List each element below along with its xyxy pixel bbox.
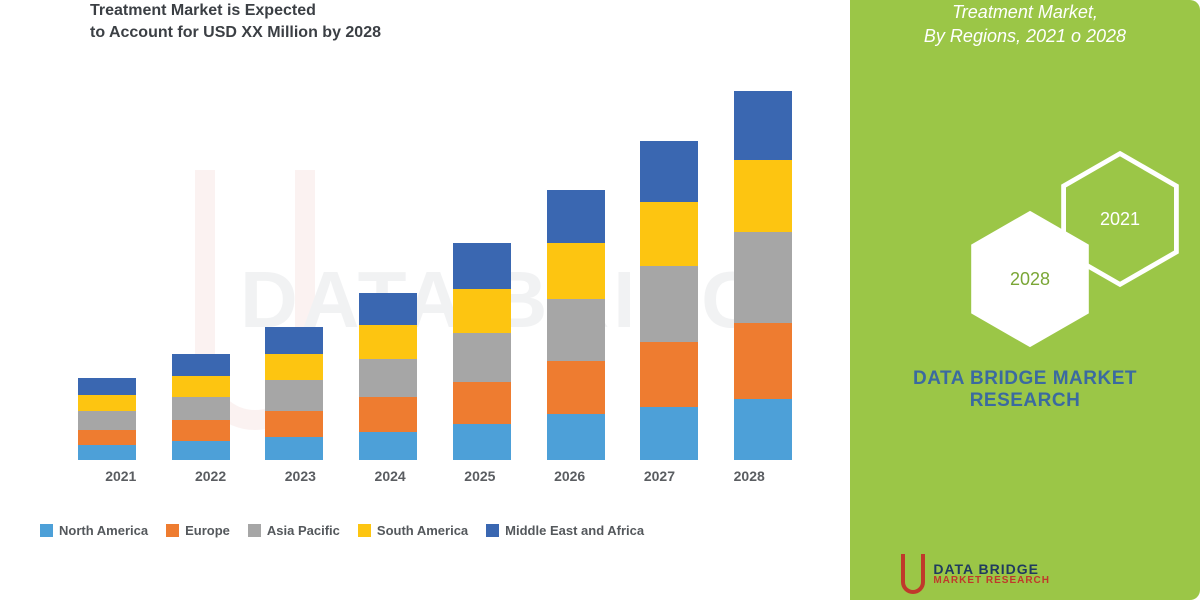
footer-logo: DATA BRIDGE MARKET RESEARCH [901,554,1050,594]
bar-segment [734,399,792,460]
chart-title: Treatment Market is Expected to Account … [90,0,710,43]
legend-label: Middle East and Africa [505,523,644,538]
bar-stack [640,141,698,460]
legend-label: North America [59,523,148,538]
bar-column [453,243,511,460]
legend-swatch-icon [40,524,53,537]
bar-segment [78,378,136,395]
brand-text: DATA BRIDGE MARKET RESEARCH [850,368,1200,412]
legend-label: Asia Pacific [267,523,340,538]
x-tick-label: 2022 [182,468,240,484]
footer-logo-line2: MARKET RESEARCH [933,576,1050,586]
bars-area [60,80,810,460]
bar-segment [734,160,792,232]
footer-logo-line1: DATA BRIDGE [933,562,1050,576]
footer-logo-icon [901,554,925,594]
legend-item: North America [40,523,148,538]
bar-stack [453,243,511,460]
legend-label: South America [377,523,468,538]
bar-segment [640,266,698,342]
x-tick-label: 2026 [541,468,599,484]
bar-segment [172,420,230,441]
legend-swatch-icon [248,524,261,537]
side-panel-title: Treatment Market, By Regions, 2021 o 202… [870,0,1180,49]
bar-segment [640,202,698,267]
bar-segment [734,232,792,323]
legend-swatch-icon [358,524,371,537]
bar-segment [172,354,230,377]
bar-segment [453,289,511,333]
bar-segment [734,91,792,159]
bar-segment [547,243,605,298]
bar-segment [172,397,230,420]
bar-segment [453,424,511,460]
bar-column [78,378,136,460]
bar-segment [734,323,792,399]
legend: North America Europe Asia Pacific South Ame… [40,523,840,538]
bar-column [359,293,417,460]
bar-segment [547,190,605,243]
hex-label: 2021 [1060,150,1180,288]
x-tick-label: 2028 [720,468,778,484]
hex-badge: 2021 [1060,150,1180,288]
bar-stack [172,354,230,460]
bar-segment [78,395,136,410]
bar-segment [547,361,605,414]
bar-segment [640,342,698,407]
bar-segment [172,376,230,397]
bar-segment [547,299,605,362]
x-tick-label: 2025 [451,468,509,484]
bar-segment [78,430,136,445]
x-tick-label: 2027 [630,468,688,484]
legend-item: Europe [166,523,230,538]
bar-segment [547,414,605,460]
bar-segment [359,359,417,397]
bar-stack [265,327,323,460]
bar-segment [359,325,417,359]
legend-item: South America [358,523,468,538]
bar-stack [734,91,792,460]
x-tick-label: 2021 [92,468,150,484]
figure-root: DATA BRIDG Treatment Market is Expected … [0,0,1200,600]
bar-segment [640,407,698,460]
bar-column [172,354,230,460]
chart-panel: Treatment Market is Expected to Account … [0,0,850,600]
bar-column [640,141,698,460]
side-panel: Treatment Market, By Regions, 2021 o 202… [850,0,1200,600]
bar-segment [265,327,323,354]
legend-label: Europe [185,523,230,538]
bar-segment [265,380,323,410]
x-tick-label: 2023 [271,468,329,484]
legend-swatch-icon [486,524,499,537]
bar-segment [640,141,698,202]
legend-item: Middle East and Africa [486,523,644,538]
bar-column [265,327,323,460]
bar-segment [453,243,511,289]
bar-segment [359,432,417,461]
bar-segment [359,293,417,325]
bar-stack [547,190,605,460]
legend-swatch-icon [166,524,179,537]
bar-segment [453,333,511,382]
bar-segment [359,397,417,431]
bar-segment [265,354,323,381]
bar-segment [78,411,136,430]
bar-segment [265,437,323,460]
bar-column [547,190,605,460]
x-tick-label: 2024 [361,468,419,484]
footer-logo-text: DATA BRIDGE MARKET RESEARCH [933,562,1050,586]
bar-stack [78,378,136,460]
bar-segment [453,382,511,424]
bar-segment [172,441,230,460]
bar-segment [78,445,136,460]
bar-column [734,91,792,460]
bar-stack [359,293,417,460]
legend-item: Asia Pacific [248,523,340,538]
bar-segment [265,411,323,438]
hex-group: 20282021 [850,150,1200,360]
stacked-bar-chart: 2021 2022 2023 2024 2025 2026 2027 2028 [60,80,810,490]
